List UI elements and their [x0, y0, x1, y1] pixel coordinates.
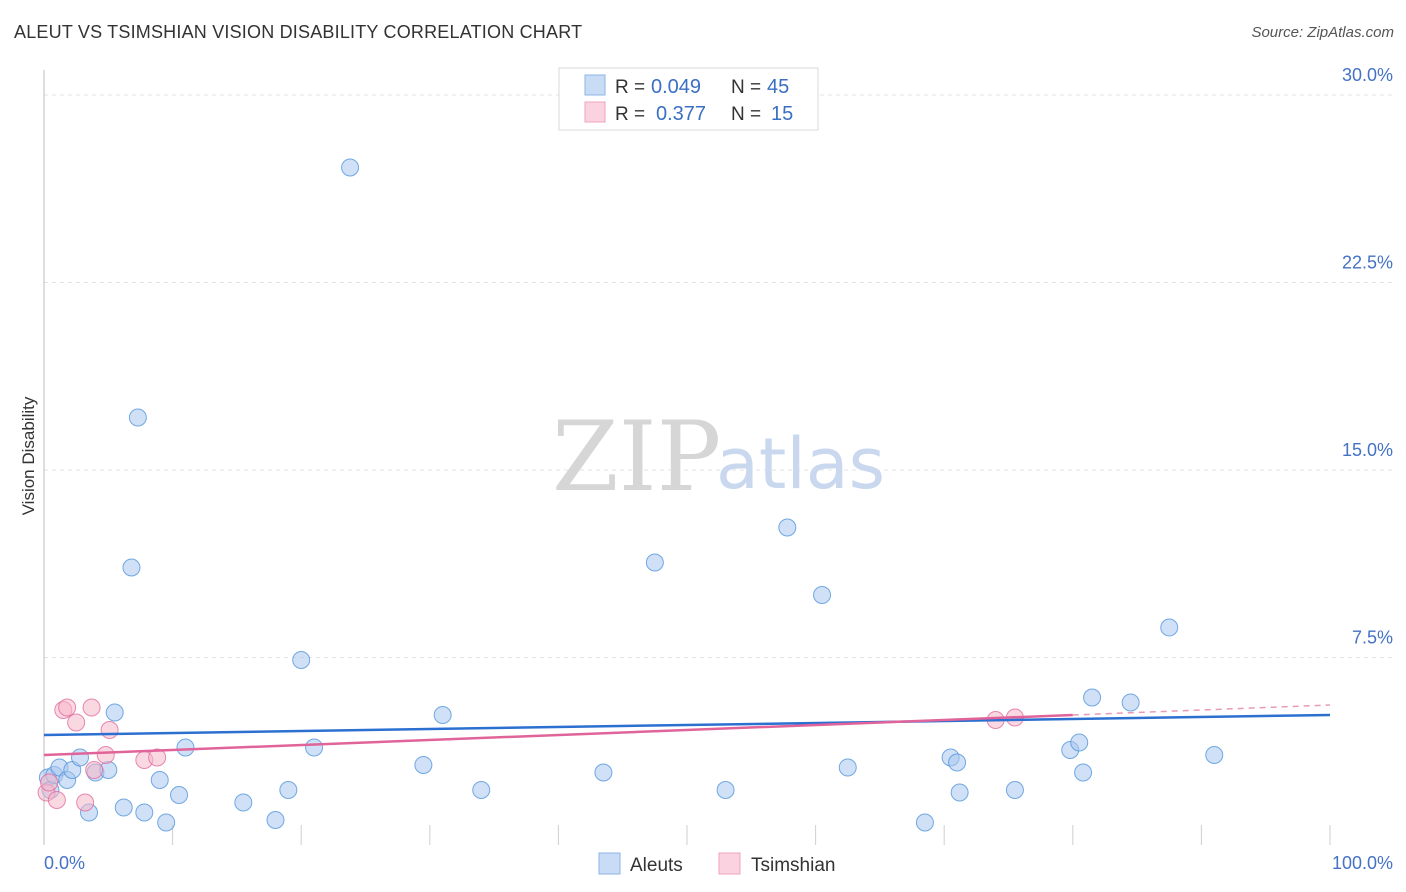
y-tick-label: 7.5%	[1352, 628, 1393, 648]
aleut-point	[915, 813, 934, 832]
aleut-point	[71, 748, 90, 767]
aleut-point	[645, 553, 664, 572]
aleut-point	[838, 758, 857, 777]
x-tick-label: 100.0%	[1332, 853, 1393, 873]
tsimshian-point	[76, 793, 95, 812]
aleut-point	[813, 586, 832, 604]
legend-n-value-tsimshian: 15	[771, 103, 793, 125]
y-tick-label: 30.0%	[1342, 65, 1393, 85]
aleut-point	[266, 811, 285, 829]
legend-bottom-label-tsimshian: Tsimshian	[751, 855, 835, 876]
axis-layer: 7.5% 15.0% 22.5% 30.0% 0.0% 100.0%	[43, 65, 1393, 873]
legend-top: R = 0.049 N = 45 R = 0.377 N = 15	[558, 67, 819, 131]
aleut-point	[157, 813, 176, 832]
aleut-point	[1005, 781, 1024, 799]
aleut-point	[1160, 618, 1179, 637]
legend-n-label-tsimshian: N =	[731, 104, 761, 125]
aleut-point	[170, 786, 189, 804]
aleut-point	[114, 798, 133, 817]
aleut-point	[1074, 763, 1093, 782]
tsimshian-point	[67, 713, 86, 732]
aleut-point	[414, 756, 433, 774]
legend-bottom: Aleuts Tsimshian	[598, 852, 835, 876]
source-credit: Source: ZipAtlas.com	[1251, 24, 1394, 41]
legend-r-value-tsimshian: 0.377	[656, 103, 706, 125]
watermark-zip: ZIP	[552, 401, 721, 513]
aleut-point	[1121, 693, 1140, 712]
chart-title: ALEUT VS TSIMSHIAN VISION DISABILITY COR…	[14, 22, 583, 42]
legend-bottom-label-aleuts: Aleuts	[630, 855, 683, 876]
y-tick-label: 15.0%	[1342, 440, 1393, 460]
tsimshian-point	[58, 698, 77, 717]
aleut-trendline	[43, 713, 1331, 737]
aleut-point	[433, 706, 452, 724]
legend-bottom-swatch-aleuts	[598, 852, 621, 875]
x-tick-label: 0.0%	[44, 853, 85, 873]
trend-layer	[43, 704, 1331, 757]
tsimshian-point	[100, 721, 119, 739]
legend-n-value-aleuts: 45	[767, 76, 789, 98]
aleut-point	[305, 738, 324, 757]
y-axis-label: Vision Disability	[19, 396, 38, 515]
tsimshian-trendline-extension	[1072, 704, 1331, 716]
legend-r-label-tsimshian: R =	[615, 104, 645, 125]
grid-layer	[44, 94, 1393, 658]
tsimshian-point	[47, 791, 66, 809]
tsimshian-point	[96, 746, 115, 764]
watermark: ZIP atlas	[552, 401, 885, 513]
aleut-point	[234, 793, 253, 812]
legend-n-label-aleuts: N =	[731, 77, 761, 98]
aleut-point	[292, 651, 311, 669]
tsimshian-trendline	[43, 713, 1073, 757]
watermark-atlas: atlas	[716, 423, 885, 505]
tsimshian-point	[85, 761, 104, 779]
aleut-point	[341, 158, 360, 177]
aleut-point	[472, 781, 491, 799]
legend-bottom-swatch-tsimshian	[718, 852, 741, 875]
aleut-point	[594, 763, 613, 782]
aleut-point	[1083, 688, 1102, 707]
points-layer	[37, 158, 1224, 832]
aleut-point	[176, 738, 195, 757]
aleut-point	[105, 703, 124, 722]
aleut-point	[128, 408, 147, 427]
aleut-point	[716, 781, 735, 799]
legend-r-label-aleuts: R =	[615, 77, 645, 98]
legend-swatch-tsimshian	[584, 101, 606, 123]
tsimshian-point	[148, 748, 167, 767]
aleut-point	[950, 783, 969, 802]
aleut-point	[135, 803, 154, 822]
tsimshian-point	[82, 698, 101, 717]
aleut-point	[150, 771, 169, 789]
aleut-point	[122, 558, 141, 577]
aleut-point	[279, 781, 298, 799]
aleut-point	[778, 518, 797, 537]
legend-swatch-aleuts	[584, 74, 606, 96]
aleut-point	[1205, 746, 1224, 764]
aleut-point	[948, 753, 967, 772]
y-tick-label: 22.5%	[1342, 253, 1393, 273]
legend-r-value-aleuts: 0.049	[651, 76, 701, 98]
aleut-point	[1070, 733, 1089, 752]
tsimshian-point	[40, 773, 59, 792]
